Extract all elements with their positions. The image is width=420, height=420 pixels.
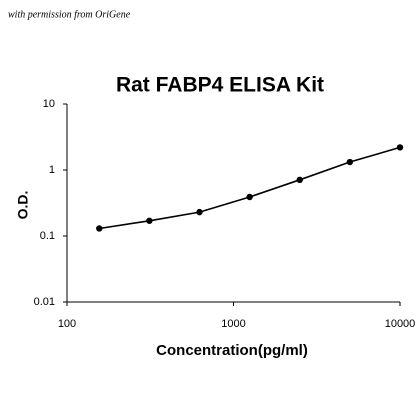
chart-title: Rat FABP4 ELISA Kit <box>116 74 324 97</box>
x-axis-label: Concentration(pg/ml) <box>156 342 308 359</box>
y-tick-label: 1 <box>49 164 55 176</box>
data-point <box>246 193 253 201</box>
y-tick-label: 10 <box>43 98 55 110</box>
data-point <box>346 158 354 166</box>
data-point <box>396 144 404 151</box>
data-point <box>296 176 303 184</box>
x-tick-label: 1000 <box>221 318 245 330</box>
permission-note: with permission from OriGene <box>8 9 131 20</box>
data-point <box>196 208 203 216</box>
y-axis-label: O.D. <box>15 191 31 220</box>
y-tick-label: 0.1 <box>40 230 55 242</box>
data-point <box>146 217 153 224</box>
x-tick-label: 100 <box>58 318 76 330</box>
fit-line <box>99 146 401 230</box>
y-tick-label: 0.01 <box>34 296 55 308</box>
data-point <box>96 225 103 232</box>
x-tick-label: 10000 <box>385 318 416 330</box>
